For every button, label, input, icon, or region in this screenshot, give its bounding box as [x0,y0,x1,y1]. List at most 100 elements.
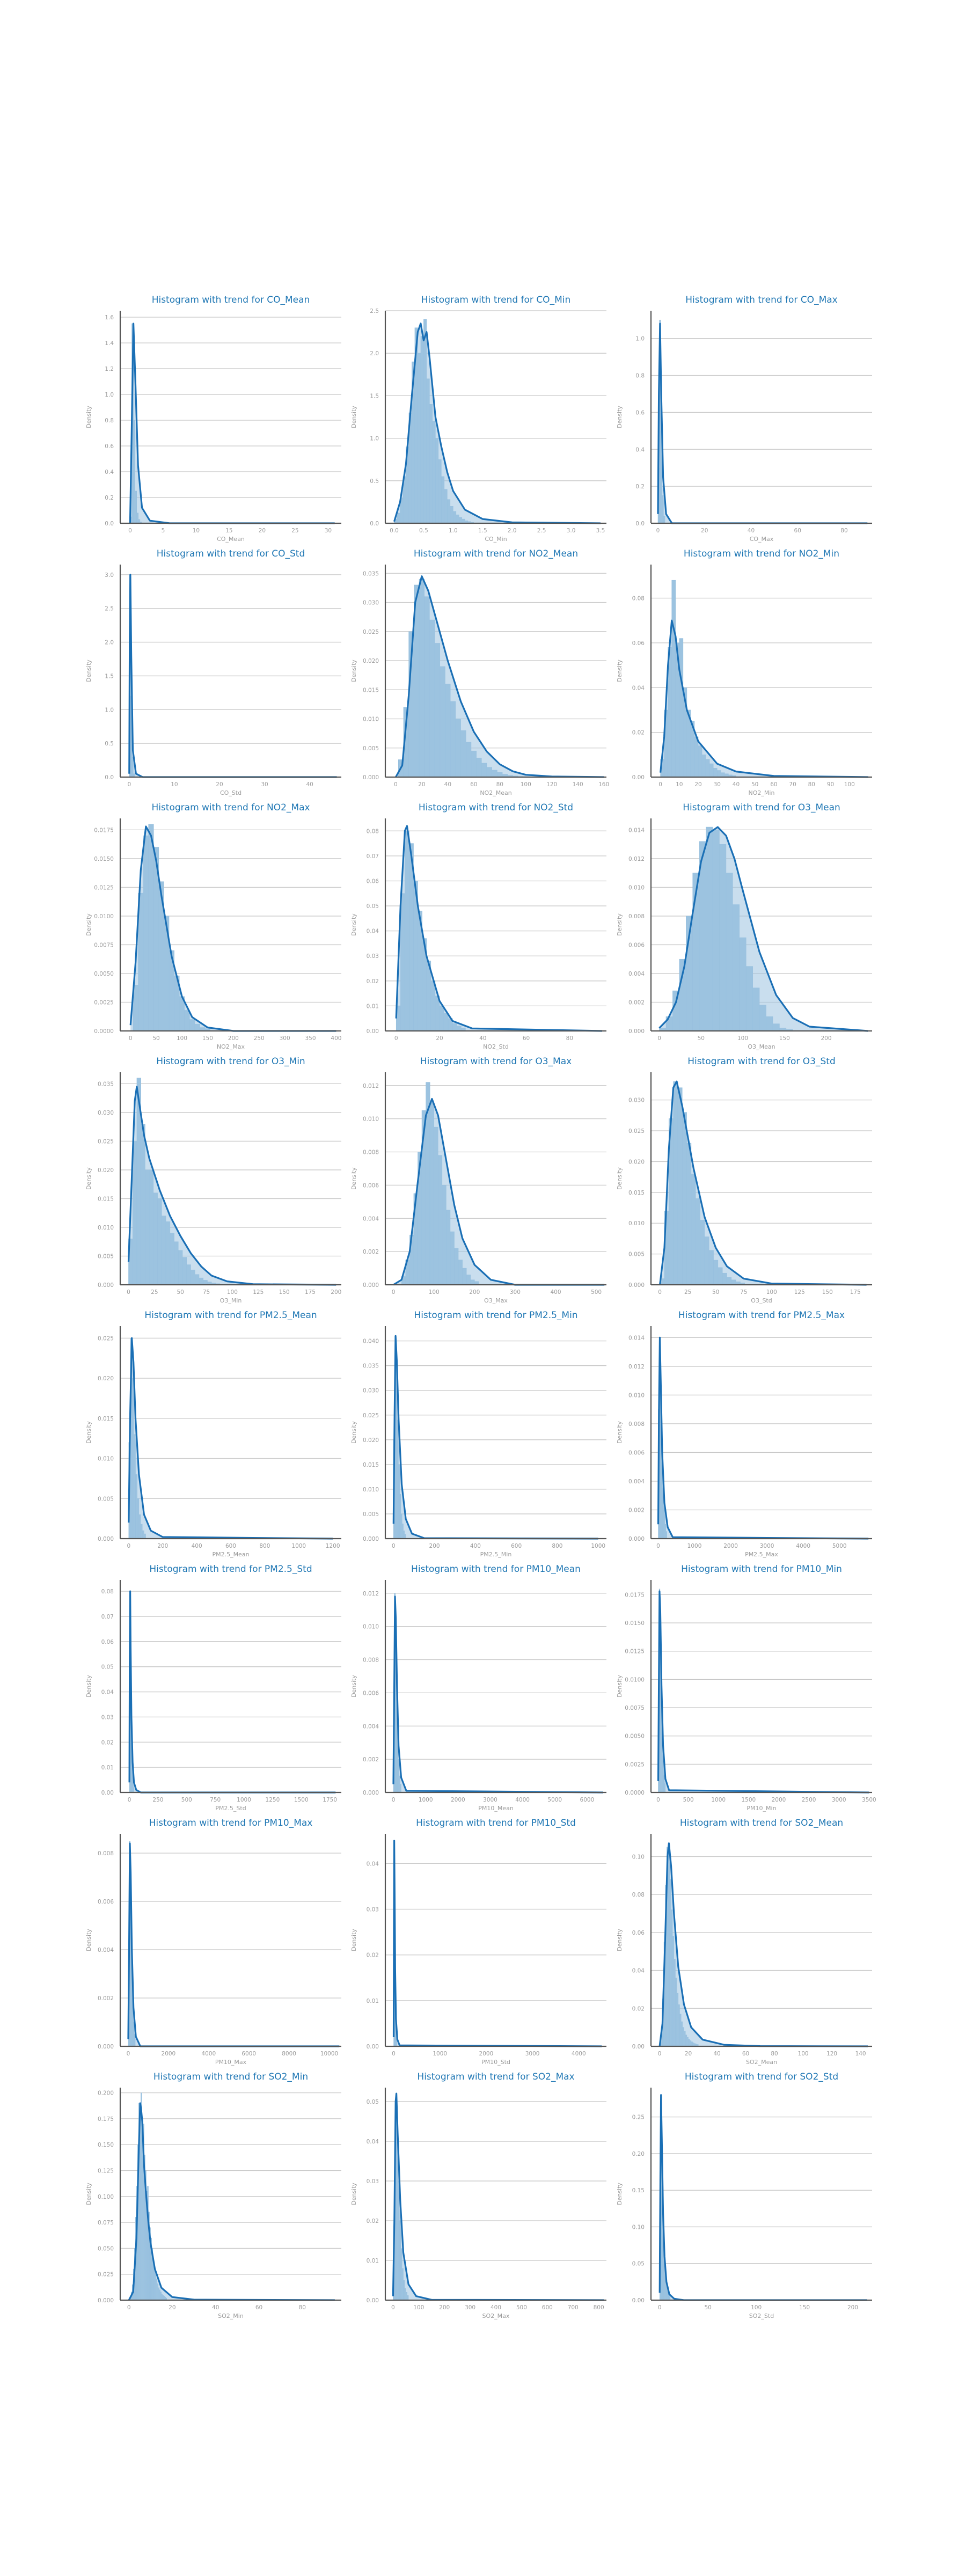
y-tick-label: 0.10 [632,2224,645,2230]
y-tick-label: 0.000 [363,774,379,781]
x-tick-label: 100 [844,781,855,788]
y-tick-label: 0.00 [101,1790,114,1796]
x-tick-label: 160 [598,781,609,788]
y-axis-label: Density [350,2183,357,2205]
x-tick-label: 0 [127,1543,131,1549]
x-tick-label: 10 [676,781,683,788]
y-tick-label: 0.02 [367,1952,379,1959]
x-tick-label: 500 [591,1289,602,1296]
panel-title: Histogram with trend for NO2_Mean [414,548,578,559]
y-tick-label: 0.000 [363,1790,379,1796]
y-tick-label: 0.025 [98,2272,114,2278]
y-axis-label: Density [350,1421,357,1444]
y-axis-label: Density [85,1167,92,1190]
x-tick-label: 1.0 [449,528,458,534]
x-tick-label: 0 [127,2051,130,2057]
x-tick-label: 1000 [591,1543,605,1549]
x-tick-label: 400 [331,1035,341,1042]
x-tick-label: 50 [152,1035,159,1042]
y-tick-label: 1.0 [105,392,114,398]
x-tick-label: 60 [794,528,801,534]
y-tick-label: 0.4 [635,447,645,453]
x-axis-label: SO2_Std [749,2312,774,2319]
y-tick-label: 0.0 [105,774,114,781]
x-tick-label: 50 [698,1035,705,1042]
x-tick-label: 0 [127,1289,130,1296]
x-axis-label: CO_Min [485,536,507,543]
x-tick-label: 1000 [687,1543,702,1549]
y-tick-label: 2.5 [105,606,114,612]
x-tick-label: 2.0 [508,528,517,534]
y-tick-label: 0.035 [363,570,379,577]
y-tick-label: 0.020 [628,1159,645,1165]
y-tick-label: 0.02 [367,978,379,985]
x-tick-label: 3000 [483,1797,497,1803]
x-tick-label: 250 [152,1797,163,1803]
y-tick-label: 0.05 [101,1664,114,1671]
x-tick-label: 150 [822,1289,833,1296]
kde-fill [393,1336,598,1539]
x-tick-label: 140 [855,2051,866,2057]
y-tick-label: 1.5 [105,673,114,679]
kde-fill [396,576,604,777]
y-tick-label: 0.030 [363,600,379,606]
x-tick-label: 100 [766,1289,777,1296]
x-tick-label: 30 [714,781,721,788]
x-tick-label: 0 [658,781,662,788]
y-tick-label: 0.0075 [94,942,114,948]
x-tick-label: 25 [291,528,298,534]
x-tick-label: 100 [227,1289,238,1296]
x-axis-label: PM10_Min [747,1805,776,1812]
x-tick-label: 2.5 [537,528,546,534]
y-axis-label: Density [350,660,357,682]
x-tick-label: 20 [701,528,708,534]
x-axis-label: O3_Max [484,1297,508,1304]
x-tick-label: 70 [789,781,796,788]
y-axis-label: Density [616,1421,623,1444]
y-tick-label: 0.000 [628,1282,645,1289]
x-tick-label: 60 [523,1035,530,1042]
x-tick-label: 800 [259,1543,270,1549]
x-axis-label: O3_Std [751,1297,772,1304]
x-tick-label: 1000 [291,1543,306,1549]
kde-fill [658,1337,869,1539]
panel-title: Histogram with trend for O3_Mean [683,802,840,813]
y-tick-label: 0.00 [367,1028,379,1035]
y-tick-label: 0.10 [632,1854,645,1860]
y-tick-label: 0.03 [367,1907,379,1913]
kde-trend-line [657,1590,869,1794]
x-axis-label: PM2.5_Mean [212,1551,249,1558]
x-tick-label: 50 [712,1289,719,1296]
histogram-panel: 0.00 0.02 0.04 0.06 0.08 0.10 0 20 40 60 80 100 120 1… [616,1818,872,2066]
x-tick-label: 4000 [201,2051,216,2057]
y-tick-label: 0.0 [105,521,114,527]
x-tick-label: 0 [392,1797,396,1803]
y-axis-label: Density [350,406,357,428]
y-tick-label: 0.005 [363,1511,379,1518]
kde-trend-line [395,575,604,778]
histogram-panel: 0.000 0.002 0.004 0.006 0.008 0.010 0.012 0 1000… [350,1564,606,1812]
x-tick-label: 10 [193,528,200,534]
y-tick-label: 0.02 [632,730,645,736]
y-axis-label: Density [85,1675,92,1697]
histogram-panel: 0.0 0.5 1.0 1.5 2.0 2.5 3.0 0 10 20 30 40 CO_Std Dens… [85,548,341,796]
y-tick-label: 0.008 [363,1150,379,1156]
y-tick-label: 0.040 [363,1338,379,1345]
y-tick-label: 0.0 [635,521,645,527]
x-tick-label: 1000 [237,1797,251,1803]
panel-title: Histogram with trend for NO2_Min [684,548,839,559]
x-tick-label: 30 [261,781,268,788]
y-tick-label: 0.0175 [625,1592,645,1598]
y-tick-label: 0.200 [98,2090,114,2097]
y-tick-label: 1.4 [105,340,114,347]
kde-fill [394,323,601,523]
y-tick-label: 0.8 [635,373,645,379]
y-tick-label: 0.0000 [94,1028,114,1035]
x-axis-label: CO_Max [750,536,774,543]
y-tick-label: 0.04 [632,685,645,691]
y-tick-label: 0.00 [632,2044,645,2050]
y-tick-label: 0.010 [363,1487,379,1493]
x-tick-label: 0 [656,528,660,534]
x-tick-label: 600 [511,1543,522,1549]
x-tick-label: 3.5 [596,528,605,534]
